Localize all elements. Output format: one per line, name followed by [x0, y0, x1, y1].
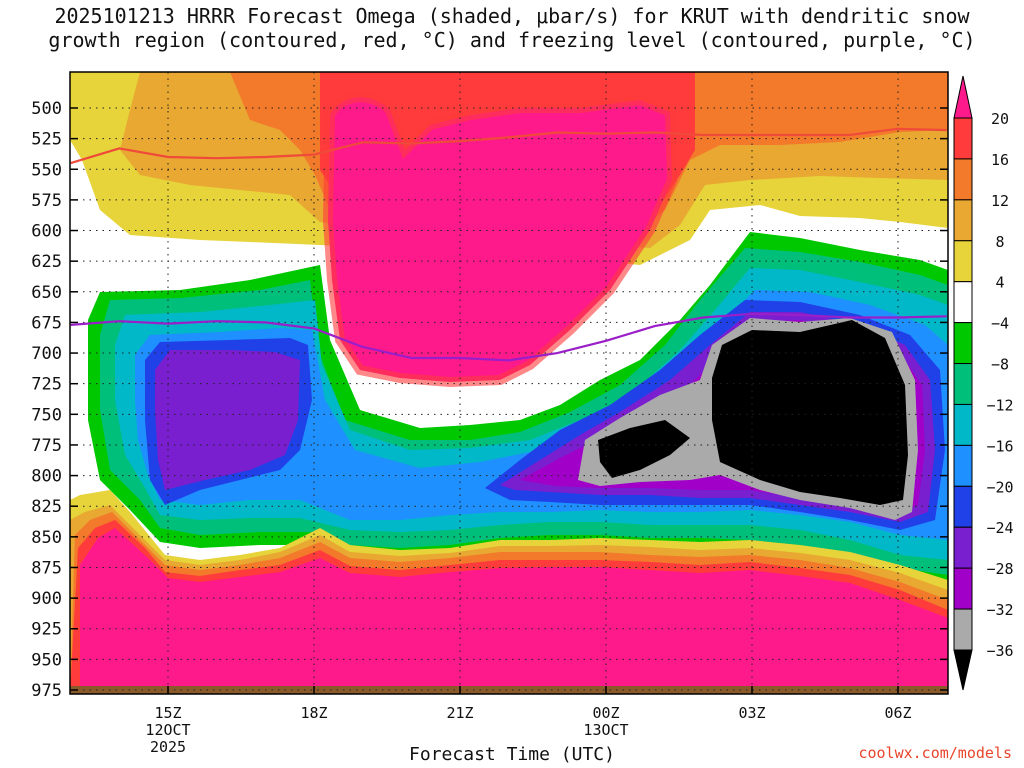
- series-line: [70, 127, 947, 165]
- x-tick-label: 12OCT: [145, 721, 190, 739]
- x-tick-label: 18Z: [300, 704, 327, 722]
- colorbar-band: [953, 322, 973, 365]
- x-axis-label: Forecast Time (UTC): [409, 744, 615, 765]
- colorbar: 20 16 12 8 4 −4 −8 −12 −16 −20 −24 −28 −32 −36: [953, 75, 1014, 691]
- colorbar-bottom-arrow: [953, 649, 973, 691]
- contour-lines: [70, 127, 947, 362]
- colorbar-band: [953, 608, 973, 651]
- negative-omega-min-36-west: [598, 420, 690, 478]
- y-tick-label: 675: [31, 313, 62, 333]
- colorbar-label: −12: [986, 396, 1013, 414]
- y-tick-label: 850: [31, 528, 62, 548]
- colorbar-band: [953, 199, 973, 242]
- colorbar-label: 20: [991, 110, 1009, 128]
- colorbar-label: −36: [986, 642, 1013, 660]
- colorbar-label: 16: [991, 151, 1009, 169]
- colorbar-label: 4: [995, 274, 1004, 292]
- credit-link[interactable]: coolwx.com/models: [858, 744, 1012, 762]
- colorbar-label: −8: [991, 356, 1009, 374]
- y-tick-label: 550: [31, 160, 62, 180]
- colorbar-band: [953, 567, 973, 610]
- colorbar-label: 8: [995, 233, 1004, 251]
- lower-omega-max-20: [80, 528, 948, 694]
- negative-omega-min-36: [712, 320, 908, 505]
- chart-title-line-2: growth region (contoured, red, °C) and f…: [48, 28, 976, 52]
- y-tick-label: 525: [31, 130, 62, 150]
- y-tick-label: 575: [31, 191, 62, 211]
- colorbar-label: −24: [986, 519, 1013, 537]
- colorbar-top-arrow: [953, 75, 973, 119]
- colorbar-label: −4: [991, 315, 1009, 333]
- colorbar-band: [953, 403, 973, 446]
- y-tick-label: 800: [31, 467, 62, 487]
- colorbar-band: [953, 117, 973, 160]
- y-tick-label: 600: [31, 222, 62, 242]
- colorbar-band: [953, 444, 973, 487]
- colorbar-label: −16: [986, 437, 1013, 455]
- colorbar-label: −32: [986, 601, 1013, 619]
- colorbar-label: 12: [991, 192, 1009, 210]
- series-line: [70, 312, 947, 362]
- negative-omega-band-24: [155, 350, 300, 490]
- x-tick-label: 00Z: [592, 704, 619, 722]
- y-tick-label: 650: [31, 283, 62, 303]
- colorbar-band: [953, 158, 973, 201]
- colorbar-band: [953, 240, 973, 283]
- surface-ground: [70, 686, 948, 694]
- x-tick-label: 21Z: [446, 704, 473, 722]
- y-tick-label: 925: [31, 620, 62, 640]
- colorbar-band: [953, 281, 973, 324]
- x-tick-label: 2025: [150, 738, 186, 756]
- y-tick-label: 875: [31, 558, 62, 578]
- colorbar-band: [953, 485, 973, 528]
- y-tick-label: 975: [31, 681, 62, 701]
- y-tick-label: 725: [31, 375, 62, 395]
- colorbar-band: [953, 526, 973, 569]
- x-tick-label: 03Z: [738, 704, 765, 722]
- y-tick-label: 700: [31, 344, 62, 364]
- colorbar-band: [953, 363, 973, 405]
- y-tick-label: 825: [31, 497, 62, 517]
- y-tick-label: 625: [31, 252, 62, 272]
- y-tick-label: 750: [31, 405, 62, 425]
- y-tick-label: 775: [31, 436, 62, 456]
- omega-shaded-field: [70, 72, 948, 694]
- colorbar-label: −28: [986, 560, 1013, 578]
- y-tick-label: 950: [31, 650, 62, 670]
- chart-title: 2025101213 HRRR Forecast Omega (shaded, …: [0, 4, 1024, 52]
- x-tick-label: 15Z: [154, 704, 181, 722]
- y-tick-label: 500: [31, 99, 62, 119]
- y-axis: 500 525 550 575 600 625 650 675 700 725 750 775 800 8…: [31, 99, 948, 701]
- x-tick-label: 06Z: [884, 704, 911, 722]
- x-tick-label: 13OCT: [583, 721, 628, 739]
- y-tick-label: 900: [31, 589, 62, 609]
- colorbar-label: −20: [986, 478, 1013, 496]
- chart-title-line-1: 2025101213 HRRR Forecast Omega (shaded, …: [54, 4, 970, 28]
